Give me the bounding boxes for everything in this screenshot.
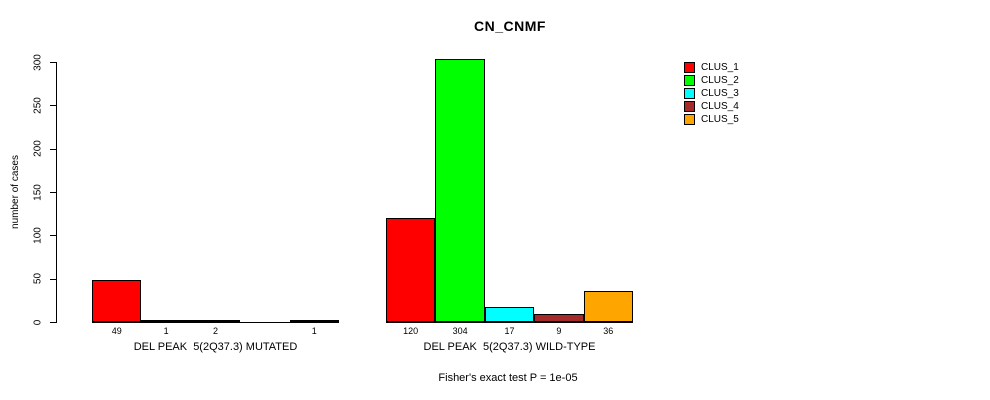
legend-item-clus_5: CLUS_5	[684, 113, 739, 126]
group-label-mutated: DEL PEAK 5(2Q37.3) MUTATED	[133, 341, 298, 353]
group-baseline	[92, 322, 339, 323]
bar-group	[386, 59, 633, 322]
bar-clus_1	[92, 280, 142, 322]
legend-item-clus_1: CLUS_1	[684, 61, 739, 74]
y-axis-tick	[50, 322, 56, 323]
bar-group	[92, 62, 339, 322]
y-axis-line	[56, 62, 57, 323]
legend-item-clus_4: CLUS_4	[684, 100, 739, 113]
bar-count-label: 49	[111, 326, 122, 336]
bar-count-label: 9	[556, 326, 562, 336]
bar-count-label: 120	[403, 326, 419, 336]
bar-count-label: 304	[452, 326, 468, 336]
y-axis-tick-label: 0	[32, 319, 44, 325]
bar-clus_2	[141, 320, 191, 322]
chart-title: CN_CNMF	[474, 18, 546, 34]
legend-swatch-icon	[684, 101, 695, 112]
legend-swatch-icon	[684, 75, 695, 86]
fisher-test-note: Fisher's exact test P = 1e-05	[438, 372, 578, 384]
legend-swatch-icon	[684, 62, 695, 73]
bar-count-label: 36	[603, 326, 614, 336]
bar-count-label: 1	[311, 326, 317, 336]
bar-clus_3	[190, 320, 241, 322]
legend-label: CLUS_5	[701, 114, 739, 125]
legend-item-clus_2: CLUS_2	[684, 74, 739, 87]
legend-item-clus_3: CLUS_3	[684, 87, 739, 100]
y-axis-tick	[50, 148, 56, 150]
bar-clus_1	[386, 218, 436, 322]
bar-clus_5	[583, 291, 633, 322]
bar-count-label: 17	[504, 326, 515, 336]
bar-clus_2	[435, 59, 485, 322]
legend-label: CLUS_2	[701, 75, 739, 86]
legend-swatch-icon	[684, 88, 695, 99]
y-axis-tick-label: 200	[32, 140, 44, 157]
y-axis-tick	[50, 235, 56, 237]
group-label-wild-type: DEL PEAK 5(2Q37.3) WILD-TYPE	[423, 341, 596, 353]
bar-clus_4	[534, 314, 584, 322]
y-axis-tick-label: 250	[32, 96, 44, 114]
y-axis-tick	[50, 192, 56, 193]
y-axis-tick	[50, 278, 56, 280]
y-axis-title: number of cases	[10, 155, 21, 229]
bar-clus_5	[289, 320, 339, 322]
group-baseline	[386, 322, 633, 323]
y-axis-tick-label: 50	[32, 273, 44, 285]
legend-label: CLUS_4	[701, 101, 739, 112]
bar-count-label	[240, 326, 289, 336]
y-axis-tick-label: 100	[32, 226, 44, 244]
bar-count-label: 1	[163, 326, 169, 336]
y-axis-tick	[50, 105, 56, 107]
bar-count-label: 2	[212, 326, 218, 336]
legend: CLUS_1 CLUS_2 CLUS_3 CLUS_4 CLUS_5	[684, 61, 739, 126]
y-axis-tick-label: 150	[32, 183, 44, 201]
legend-label: CLUS_1	[701, 62, 739, 73]
legend-label: CLUS_3	[701, 88, 739, 99]
y-axis-tick	[50, 62, 56, 63]
bar-clus_3	[484, 307, 535, 322]
legend-swatch-icon	[684, 114, 695, 125]
y-axis-tick-label: 300	[32, 53, 44, 71]
